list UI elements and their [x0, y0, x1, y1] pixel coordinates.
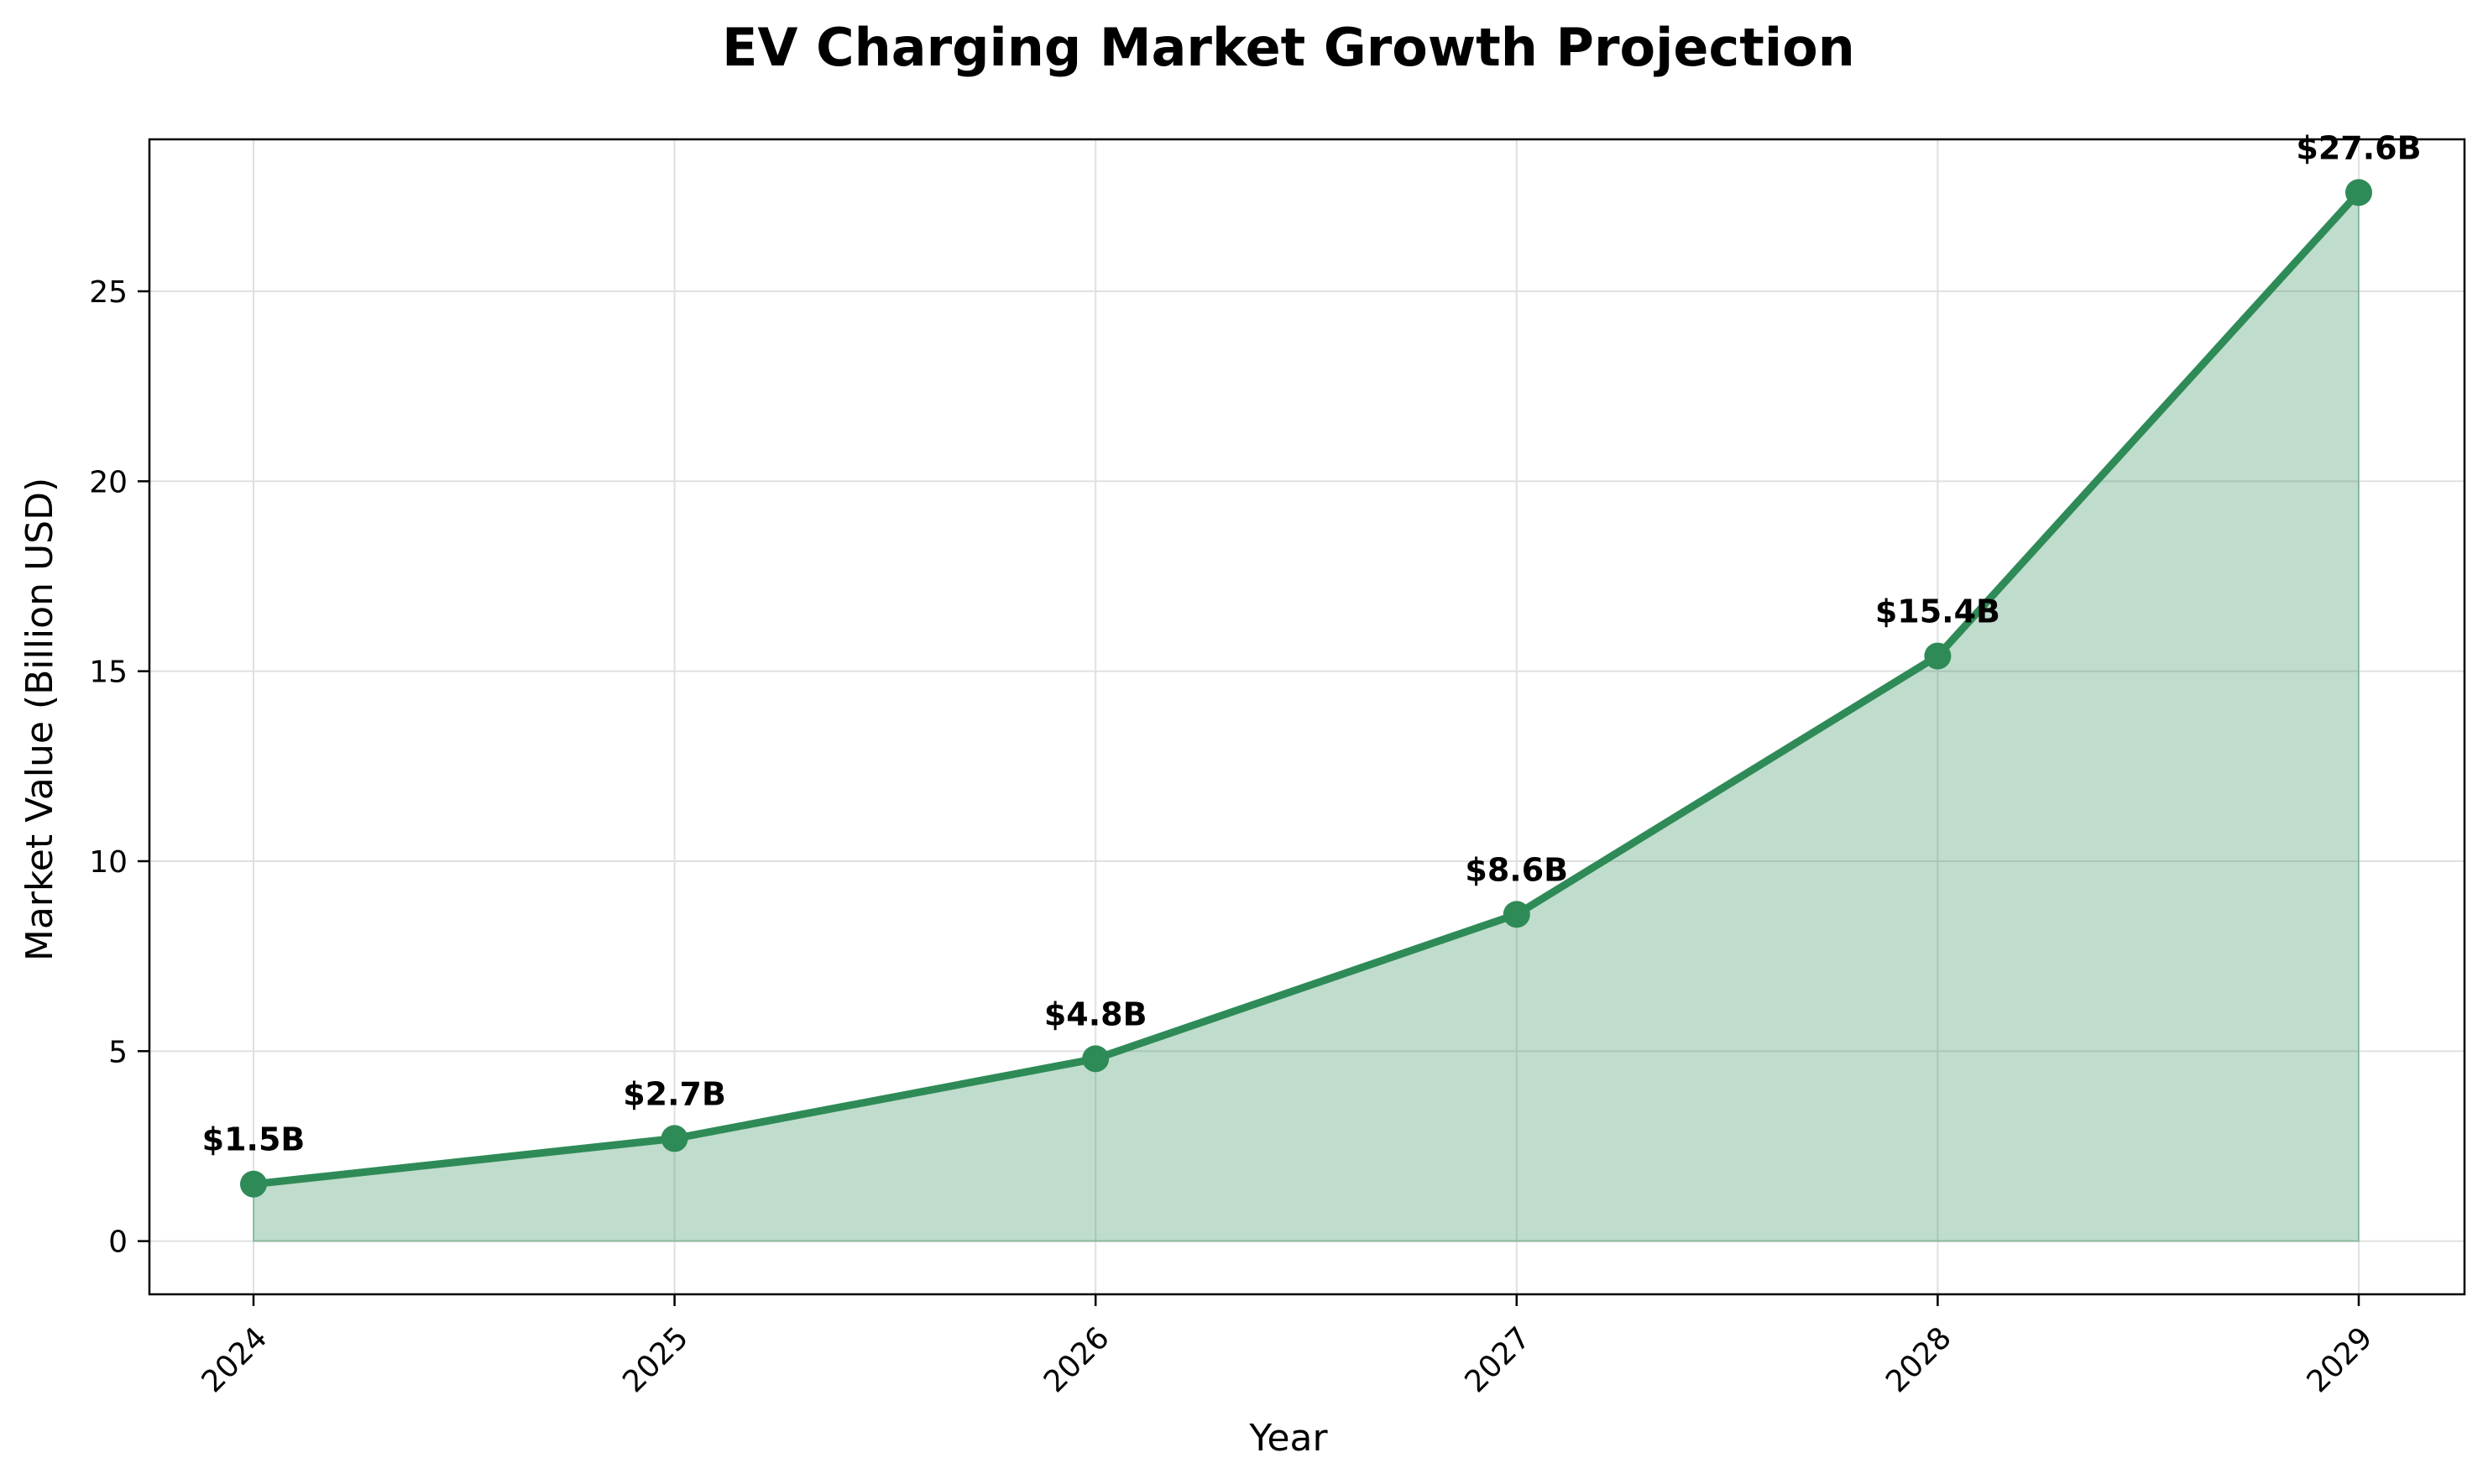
- data-point-2026: [1082, 1045, 1110, 1073]
- y-tick-label-25: 25: [89, 275, 128, 310]
- data-label-2027: $8.6B: [1465, 851, 1568, 888]
- x-axis-label: Year: [1248, 1417, 1328, 1460]
- data-label-2024: $1.5B: [202, 1121, 306, 1158]
- data-label-2029: $27.6B: [2296, 129, 2421, 166]
- area-layer: [253, 190, 2360, 1242]
- x-tick-label-2028: 2028: [1879, 1320, 1958, 1399]
- data-points: [240, 179, 2372, 1198]
- data-point-2029: [2345, 179, 2372, 206]
- data-point-2027: [1503, 901, 1530, 928]
- plot-frame: [148, 138, 2466, 1296]
- data-label-2026: $4.8B: [1044, 995, 1147, 1032]
- data-point-2024: [240, 1170, 267, 1198]
- y-tick-label-15: 15: [89, 656, 128, 690]
- series-line: [249, 188, 2363, 1189]
- y-tick-label-5: 5: [108, 1035, 128, 1069]
- x-tick-label-2027: 2027: [1458, 1320, 1537, 1399]
- y-tick-label-20: 20: [89, 465, 128, 499]
- area-fill: [253, 190, 2360, 1242]
- y-axis-ticks: 0 5 10 15 20 25: [89, 275, 149, 1260]
- x-tick-label-2029: 2029: [2301, 1320, 2380, 1399]
- x-tick-label-2024: 2024: [196, 1320, 274, 1399]
- data-point-2025: [661, 1125, 688, 1152]
- chart-title: EV Charging Market Growth Projection: [722, 17, 1855, 78]
- x-tick-label-2025: 2025: [616, 1320, 695, 1399]
- y-tick-label-0: 0: [108, 1225, 128, 1260]
- data-label-2025: $2.7B: [623, 1075, 726, 1112]
- x-axis-ticks: 2024 2025 2026 2027 2028 2029: [196, 1294, 2380, 1399]
- data-labels: $1.5B $2.7B $4.8B $8.6B $15.4B $27.6B: [202, 129, 2422, 1157]
- x-tick-label-2026: 2026: [1038, 1320, 1116, 1399]
- data-point-2028: [1924, 642, 1952, 670]
- grid-lines: [149, 139, 2464, 1294]
- y-tick-label-10: 10: [89, 845, 128, 880]
- line-layer: [249, 188, 2363, 1189]
- data-label-2028: $15.4B: [1875, 593, 2000, 630]
- y-axis-label: Market Value (Billion USD): [18, 478, 61, 961]
